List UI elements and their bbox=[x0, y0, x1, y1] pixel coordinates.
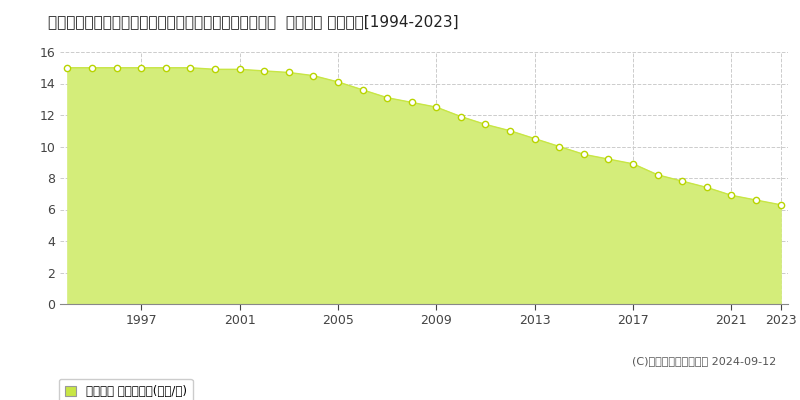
Text: (C)土地価格ドットコム 2024-09-12: (C)土地価格ドットコム 2024-09-12 bbox=[632, 356, 776, 366]
Text: 和歌山県日高郡由良町大字阿戸字木場坪１００１番１８  地価公示 地価推移[1994-2023]: 和歌山県日高郡由良町大字阿戸字木場坪１００１番１８ 地価公示 地価推移[1994… bbox=[48, 14, 458, 29]
Legend: 地価公示 平均坪単価(万円/坪): 地価公示 平均坪単価(万円/坪) bbox=[58, 379, 193, 400]
